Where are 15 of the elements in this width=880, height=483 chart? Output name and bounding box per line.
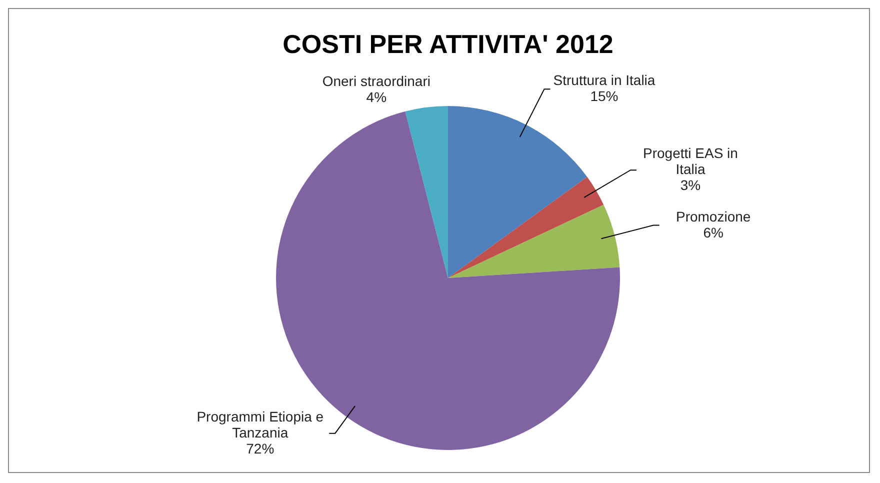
data-label: 15% xyxy=(590,88,618,104)
data-label: 3% xyxy=(680,177,701,194)
slice-label: Struttura in Italia xyxy=(553,72,656,88)
data-label: 72% xyxy=(246,440,274,456)
pie-slice xyxy=(448,176,604,278)
pie-slice xyxy=(448,204,620,278)
slice-label: Progetti EAS in Italia xyxy=(643,145,738,178)
pie-slice xyxy=(405,106,448,278)
pie-slice xyxy=(448,106,588,278)
slice-label: Oneri straordinari xyxy=(322,73,431,89)
slice-label: Promozione xyxy=(676,208,751,224)
slice-label: Programmi Etiopia e Tanzania xyxy=(196,408,324,440)
data-label: 6% xyxy=(703,224,724,240)
data-label: 4% xyxy=(366,89,387,105)
chart-title: COSTI PER ATTIVITA' 2012 xyxy=(282,29,614,59)
